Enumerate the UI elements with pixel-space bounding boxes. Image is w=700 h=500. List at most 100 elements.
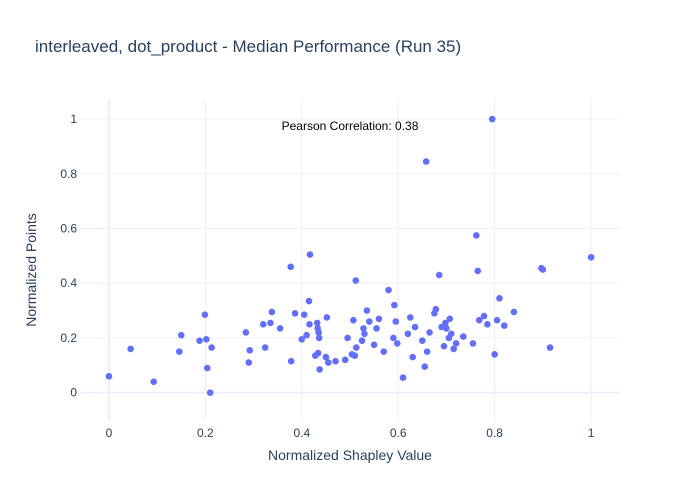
data-point bbox=[306, 251, 314, 258]
gridlines bbox=[80, 100, 620, 420]
data-point bbox=[360, 325, 367, 332]
data-point bbox=[500, 322, 508, 329]
data-point bbox=[469, 340, 477, 347]
data-point bbox=[446, 315, 454, 323]
data-point bbox=[422, 158, 430, 165]
data-point bbox=[380, 348, 388, 355]
data-point bbox=[423, 348, 431, 355]
data-point bbox=[350, 316, 357, 324]
data-point bbox=[491, 351, 498, 358]
data-point bbox=[105, 372, 113, 380]
y-tick-label: 0.4 bbox=[60, 276, 77, 290]
data-point bbox=[440, 342, 448, 350]
data-point bbox=[203, 336, 210, 343]
data-point bbox=[373, 325, 380, 332]
x-tick-label: 0.6 bbox=[390, 426, 407, 440]
data-point bbox=[404, 330, 412, 338]
data-point bbox=[316, 366, 323, 373]
data-point bbox=[352, 277, 360, 284]
data-point bbox=[267, 319, 274, 327]
data-point bbox=[242, 329, 250, 336]
data-point bbox=[474, 267, 482, 275]
y-tick-label: 0.6 bbox=[60, 222, 77, 236]
data-point bbox=[488, 115, 496, 123]
x-tick-label: 0 bbox=[106, 426, 113, 440]
data-point bbox=[390, 334, 397, 342]
data-point bbox=[315, 329, 322, 336]
data-point bbox=[411, 323, 419, 331]
data-point bbox=[426, 329, 433, 336]
data-point bbox=[450, 345, 457, 353]
data-point bbox=[259, 320, 267, 328]
data-point bbox=[375, 315, 383, 323]
data-point bbox=[432, 305, 440, 313]
x-tick-label: 1 bbox=[588, 426, 595, 440]
data-point bbox=[303, 331, 310, 339]
data-point bbox=[392, 318, 400, 325]
data-point bbox=[245, 359, 253, 366]
data-point bbox=[315, 334, 323, 342]
data-point bbox=[391, 301, 398, 309]
data-point bbox=[370, 341, 378, 349]
data-point bbox=[313, 319, 321, 327]
y-tick-label: 1 bbox=[70, 112, 77, 126]
data-point bbox=[419, 337, 426, 344]
data-point bbox=[287, 357, 295, 365]
data-point bbox=[409, 353, 416, 361]
data-point bbox=[300, 311, 308, 319]
data-point bbox=[323, 314, 331, 321]
data-point bbox=[365, 318, 373, 325]
x-tick-label: 0.2 bbox=[197, 426, 214, 440]
data-point bbox=[344, 334, 351, 342]
data-point bbox=[587, 253, 595, 261]
data-point bbox=[306, 320, 313, 328]
data-point bbox=[325, 359, 332, 366]
data-point bbox=[442, 319, 449, 327]
y-tick-label: 0.8 bbox=[60, 167, 77, 181]
data-point bbox=[361, 330, 368, 338]
data-point bbox=[322, 353, 330, 361]
data-points bbox=[105, 115, 595, 396]
data-point bbox=[314, 349, 322, 357]
data-point bbox=[443, 325, 450, 332]
data-point bbox=[332, 357, 339, 365]
data-point bbox=[496, 294, 503, 302]
data-point bbox=[475, 316, 483, 324]
x-axis-title: Normalized Shapley Value bbox=[268, 447, 432, 463]
y-tick-label: 0.2 bbox=[60, 331, 77, 345]
data-point bbox=[385, 286, 392, 294]
data-point bbox=[203, 364, 211, 372]
data-point bbox=[363, 307, 371, 314]
chart-title: interleaved, dot_product - Median Perfor… bbox=[35, 37, 461, 56]
data-point bbox=[539, 266, 547, 273]
x-tick-label: 0.8 bbox=[486, 426, 503, 440]
data-point bbox=[399, 374, 407, 381]
y-axis-title: Normalized Points bbox=[23, 213, 39, 327]
correlation-annotation: Pearson Correlation: 0.38 bbox=[282, 119, 419, 133]
data-point bbox=[480, 312, 488, 320]
data-point bbox=[341, 356, 349, 364]
data-point bbox=[176, 348, 183, 355]
data-point bbox=[287, 263, 294, 271]
data-point bbox=[435, 271, 443, 279]
data-point bbox=[261, 344, 269, 351]
data-point bbox=[452, 340, 460, 347]
x-tick-label: 0.4 bbox=[293, 426, 310, 440]
data-point bbox=[352, 344, 360, 351]
data-point bbox=[358, 337, 366, 344]
data-point bbox=[447, 330, 455, 338]
data-point bbox=[351, 352, 359, 360]
data-point bbox=[150, 378, 158, 386]
data-point bbox=[473, 232, 480, 239]
data-point bbox=[268, 308, 276, 316]
data-point bbox=[177, 331, 185, 339]
y-tick-label: 0 bbox=[70, 386, 77, 400]
data-point bbox=[298, 336, 306, 343]
data-point bbox=[484, 320, 491, 328]
data-point bbox=[201, 311, 209, 319]
data-point bbox=[406, 314, 414, 321]
y-axis-ticks: 0 0.2 0.4 0.6 0.8 1 bbox=[60, 112, 77, 400]
data-point bbox=[127, 345, 134, 353]
data-point bbox=[206, 389, 214, 396]
